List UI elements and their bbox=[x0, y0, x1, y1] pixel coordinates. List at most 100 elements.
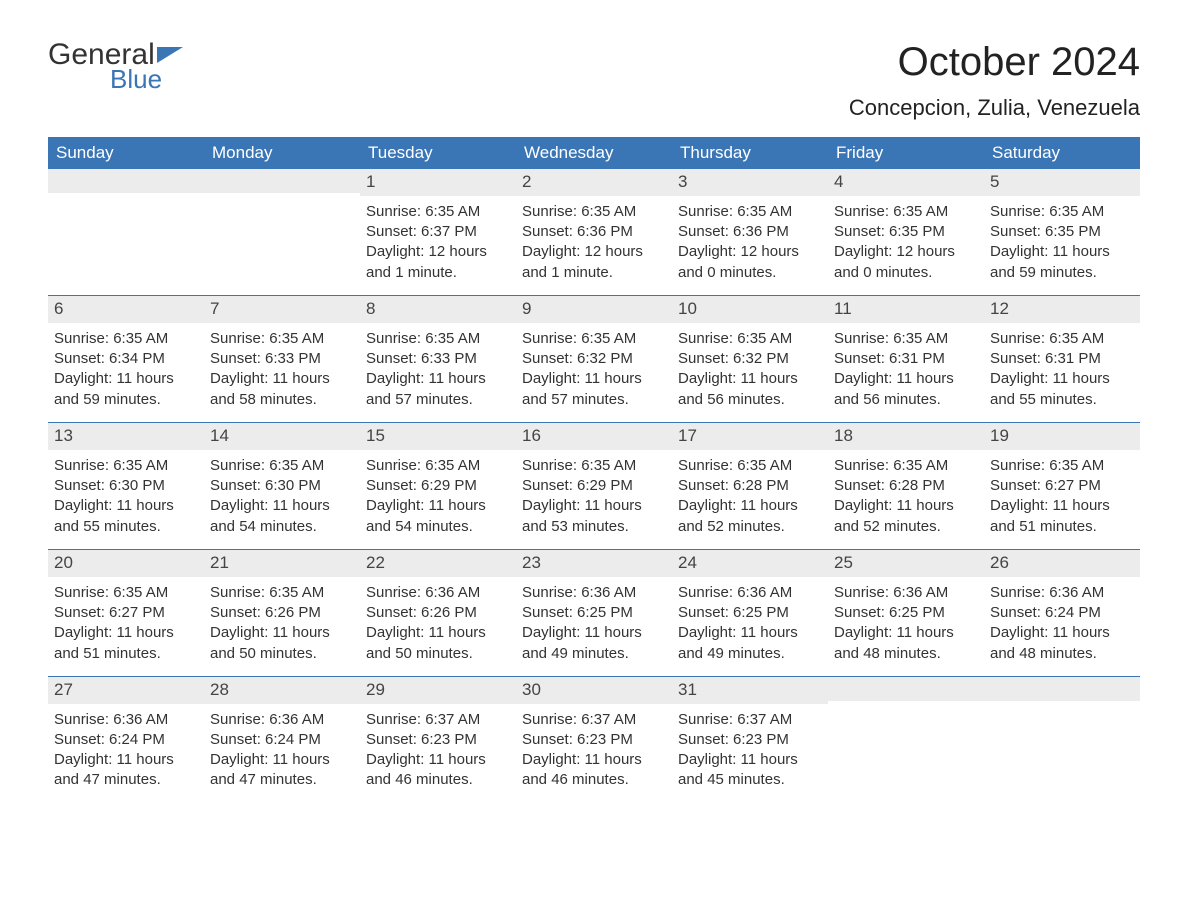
calendar: Sunday Monday Tuesday Wednesday Thursday… bbox=[48, 137, 1140, 803]
calendar-week: 20 Sunrise: 6:35 AMSunset: 6:27 PMDayligh… bbox=[48, 549, 1140, 676]
day-info: Sunrise: 6:35 AMSunset: 6:29 PMDaylight:… bbox=[366, 454, 510, 537]
day-info: Sunrise: 6:35 AMSunset: 6:33 PMDaylight:… bbox=[210, 327, 354, 410]
day-sunset: Sunset: 6:33 PM bbox=[210, 349, 354, 369]
day-info: Sunrise: 6:37 AMSunset: 6:23 PMDaylight:… bbox=[366, 708, 510, 791]
calendar-day: 24 Sunrise: 6:36 AMSunset: 6:25 PMDayligh… bbox=[672, 550, 828, 676]
day-sunrise: Sunrise: 6:35 AM bbox=[210, 456, 354, 476]
location: Concepcion, Zulia, Venezuela bbox=[849, 95, 1140, 121]
day-d1: Daylight: 12 hours bbox=[834, 242, 978, 262]
day-d2: and 49 minutes. bbox=[522, 644, 666, 664]
day-d2: and 47 minutes. bbox=[210, 770, 354, 790]
day-d2: and 50 minutes. bbox=[210, 644, 354, 664]
day-d2: and 1 minute. bbox=[366, 263, 510, 283]
day-sunset: Sunset: 6:35 PM bbox=[834, 222, 978, 242]
day-sunrise: Sunrise: 6:35 AM bbox=[210, 329, 354, 349]
day-d2: and 0 minutes. bbox=[678, 263, 822, 283]
day-sunset: Sunset: 6:26 PM bbox=[366, 603, 510, 623]
day-sunrise: Sunrise: 6:36 AM bbox=[54, 710, 198, 730]
day-number: 29 bbox=[360, 677, 516, 704]
day-number: 22 bbox=[360, 550, 516, 577]
weekday-label: Friday bbox=[828, 137, 984, 169]
day-number bbox=[828, 677, 984, 701]
day-number: 24 bbox=[672, 550, 828, 577]
day-d2: and 53 minutes. bbox=[522, 517, 666, 537]
day-sunrise: Sunrise: 6:35 AM bbox=[366, 456, 510, 476]
day-d1: Daylight: 12 hours bbox=[678, 242, 822, 262]
day-sunrise: Sunrise: 6:35 AM bbox=[522, 329, 666, 349]
title-block: October 2024 Concepcion, Zulia, Venezuel… bbox=[849, 40, 1140, 121]
day-sunset: Sunset: 6:24 PM bbox=[990, 603, 1134, 623]
day-sunset: Sunset: 6:25 PM bbox=[834, 603, 978, 623]
day-info: Sunrise: 6:36 AMSunset: 6:25 PMDaylight:… bbox=[834, 581, 978, 664]
day-d2: and 51 minutes. bbox=[990, 517, 1134, 537]
day-sunset: Sunset: 6:23 PM bbox=[366, 730, 510, 750]
day-number: 26 bbox=[984, 550, 1140, 577]
day-number: 14 bbox=[204, 423, 360, 450]
day-info: Sunrise: 6:35 AMSunset: 6:32 PMDaylight:… bbox=[522, 327, 666, 410]
day-number: 17 bbox=[672, 423, 828, 450]
day-d2: and 59 minutes. bbox=[54, 390, 198, 410]
day-sunrise: Sunrise: 6:35 AM bbox=[522, 456, 666, 476]
day-d2: and 50 minutes. bbox=[366, 644, 510, 664]
day-number: 31 bbox=[672, 677, 828, 704]
day-d2: and 54 minutes. bbox=[210, 517, 354, 537]
day-number: 8 bbox=[360, 296, 516, 323]
calendar-week: 1Sunrise: 6:35 AMSunset: 6:37 PMDaylight… bbox=[48, 169, 1140, 295]
calendar-day: 22Sunrise: 6:36 AMSunset: 6:26 PMDayligh… bbox=[360, 550, 516, 676]
calendar-day: 10Sunrise: 6:35 AMSunset: 6:32 PMDayligh… bbox=[672, 296, 828, 422]
day-info: Sunrise: 6:35 AMSunset: 6:27 PMDaylight:… bbox=[54, 581, 198, 664]
day-info: Sunrise: 6:37 AMSunset: 6:23 PMDaylight:… bbox=[522, 708, 666, 791]
weekday-label: Saturday bbox=[984, 137, 1140, 169]
logo: General Blue bbox=[48, 40, 183, 92]
day-number: 27 bbox=[48, 677, 204, 704]
day-number: 30 bbox=[516, 677, 672, 704]
calendar-day: 4Sunrise: 6:35 AMSunset: 6:35 PMDaylight… bbox=[828, 169, 984, 295]
day-d2: and 0 minutes. bbox=[834, 263, 978, 283]
day-info: Sunrise: 6:36 AMSunset: 6:24 PMDaylight:… bbox=[210, 708, 354, 791]
calendar-day: 14 Sunrise: 6:35 AMSunset: 6:30 PMDayligh… bbox=[204, 423, 360, 549]
day-sunrise: Sunrise: 6:35 AM bbox=[678, 202, 822, 222]
day-info: Sunrise: 6:36 AMSunset: 6:25 PMDaylight:… bbox=[678, 581, 822, 664]
day-info: Sunrise: 6:35 AMSunset: 6:32 PMDaylight:… bbox=[678, 327, 822, 410]
day-sunrise: Sunrise: 6:37 AM bbox=[366, 710, 510, 730]
day-number: 12 bbox=[984, 296, 1140, 323]
day-sunrise: Sunrise: 6:35 AM bbox=[678, 329, 822, 349]
day-d1: Daylight: 11 hours bbox=[54, 369, 198, 389]
calendar-week: 27Sunrise: 6:36 AMSunset: 6:24 PMDayligh… bbox=[48, 676, 1140, 803]
day-number: 25 bbox=[828, 550, 984, 577]
day-d1: Daylight: 11 hours bbox=[366, 369, 510, 389]
day-number: 11 bbox=[828, 296, 984, 323]
calendar-week: 13Sunrise: 6:35 AMSunset: 6:30 PMDayligh… bbox=[48, 422, 1140, 549]
calendar-day: 28Sunrise: 6:36 AMSunset: 6:24 PMDayligh… bbox=[204, 677, 360, 803]
day-info: Sunrise: 6:35 AMSunset: 6:36 PMDaylight:… bbox=[522, 200, 666, 283]
day-d1: Daylight: 11 hours bbox=[210, 623, 354, 643]
calendar-day bbox=[984, 677, 1140, 803]
day-d1: Daylight: 11 hours bbox=[834, 623, 978, 643]
day-d2: and 57 minutes. bbox=[522, 390, 666, 410]
day-number: 4 bbox=[828, 169, 984, 196]
day-d2: and 58 minutes. bbox=[210, 390, 354, 410]
day-sunrise: Sunrise: 6:36 AM bbox=[678, 583, 822, 603]
calendar-day: 25 Sunrise: 6:36 AMSunset: 6:25 PMDayligh… bbox=[828, 550, 984, 676]
day-sunrise: Sunrise: 6:35 AM bbox=[990, 202, 1134, 222]
day-sunset: Sunset: 6:27 PM bbox=[54, 603, 198, 623]
weekday-label: Wednesday bbox=[516, 137, 672, 169]
calendar-day: 17Sunrise: 6:35 AMSunset: 6:28 PMDayligh… bbox=[672, 423, 828, 549]
day-sunset: Sunset: 6:26 PM bbox=[210, 603, 354, 623]
day-sunrise: Sunrise: 6:36 AM bbox=[834, 583, 978, 603]
day-number: 19 bbox=[984, 423, 1140, 450]
day-d2: and 56 minutes. bbox=[834, 390, 978, 410]
day-sunrise: Sunrise: 6:35 AM bbox=[366, 202, 510, 222]
day-sunrise: Sunrise: 6:36 AM bbox=[522, 583, 666, 603]
day-number: 16 bbox=[516, 423, 672, 450]
day-sunset: Sunset: 6:23 PM bbox=[522, 730, 666, 750]
day-d2: and 52 minutes. bbox=[678, 517, 822, 537]
day-sunrise: Sunrise: 6:35 AM bbox=[834, 456, 978, 476]
day-info: Sunrise: 6:35 AMSunset: 6:26 PMDaylight:… bbox=[210, 581, 354, 664]
calendar-day: 29 Sunrise: 6:37 AMSunset: 6:23 PMDayligh… bbox=[360, 677, 516, 803]
calendar-day bbox=[204, 169, 360, 295]
calendar-day: 12Sunrise: 6:35 AMSunset: 6:31 PMDayligh… bbox=[984, 296, 1140, 422]
day-d1: Daylight: 11 hours bbox=[990, 496, 1134, 516]
day-info: Sunrise: 6:35 AMSunset: 6:30 PMDaylight:… bbox=[210, 454, 354, 537]
day-number: 20 bbox=[48, 550, 204, 577]
